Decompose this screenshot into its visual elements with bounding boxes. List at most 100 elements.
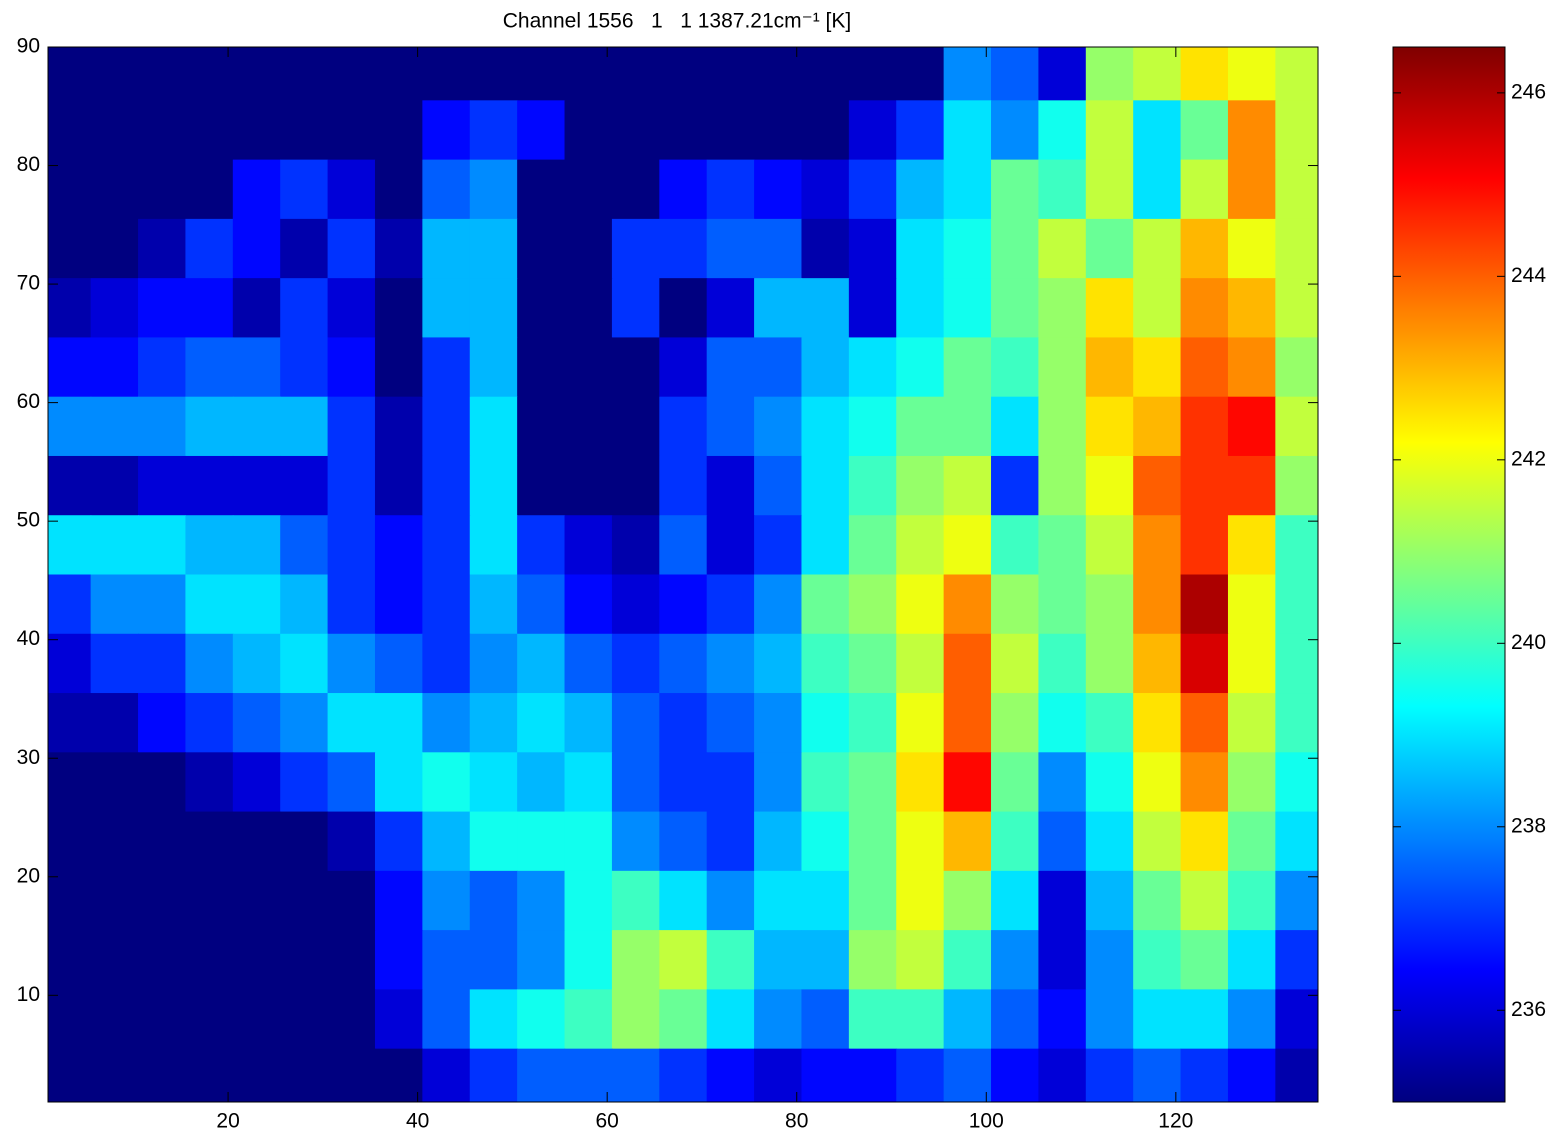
heat-cell <box>943 455 992 516</box>
heat-cell <box>564 396 613 457</box>
heat-cell <box>801 752 850 813</box>
heat-cell <box>801 100 850 161</box>
heat-cell <box>374 337 423 398</box>
heat-cell <box>1227 1048 1276 1102</box>
heat-cell <box>991 218 1040 279</box>
heat-cell <box>232 752 281 813</box>
heat-cell <box>1085 159 1134 220</box>
heat-cell <box>896 870 945 931</box>
heat-cell <box>801 47 850 101</box>
heat-cell <box>1227 515 1276 576</box>
heat-cell <box>232 633 281 694</box>
heat-cell <box>706 218 755 279</box>
heat-cell <box>1038 930 1087 990</box>
x-tick-label: 80 <box>785 1110 808 1133</box>
colorbar-tick-label: 240 <box>1511 631 1546 654</box>
heat-cell <box>896 337 945 398</box>
heat-cell <box>280 396 329 457</box>
heat-cell <box>754 159 803 220</box>
colorbar-tick-label: 238 <box>1511 814 1546 837</box>
heat-cell <box>848 1048 897 1102</box>
heat-cell <box>232 989 281 1050</box>
heat-cell <box>1227 574 1276 635</box>
y-tick-label: 20 <box>17 864 40 887</box>
heat-cell <box>90 870 139 931</box>
heat-cell <box>896 574 945 635</box>
heat-cell <box>185 989 234 1050</box>
heat-cell <box>1038 218 1087 279</box>
heat-cell <box>232 870 281 931</box>
heat-cell <box>1180 752 1229 813</box>
heat-cell <box>754 633 803 694</box>
heat-cell <box>801 455 850 516</box>
heat-cell <box>754 396 803 457</box>
heat-cell <box>706 159 755 220</box>
heat-cell <box>327 455 376 516</box>
heat-cell <box>1038 100 1087 161</box>
heat-cell <box>422 811 471 872</box>
heat-cell <box>517 47 566 101</box>
heat-cell <box>1085 278 1134 339</box>
heat-cell <box>706 515 755 576</box>
heat-cell <box>754 218 803 279</box>
heat-cell <box>754 870 803 931</box>
heat-cell <box>48 337 92 398</box>
heat-cell <box>327 159 376 220</box>
heat-cell <box>611 515 660 576</box>
heat-cell <box>517 218 566 279</box>
heat-cell <box>1085 100 1134 161</box>
heat-cell <box>185 870 234 931</box>
heat-cell <box>469 100 518 161</box>
heat-cell <box>991 47 1040 101</box>
heat-cell <box>469 752 518 813</box>
heat-cell <box>754 337 803 398</box>
heat-cell <box>659 47 708 101</box>
heat-cell <box>232 396 281 457</box>
heat-cell <box>1133 633 1182 694</box>
heat-cell <box>1038 989 1087 1050</box>
heat-cell <box>1227 278 1276 339</box>
heat-cell <box>48 47 92 101</box>
heat-cell <box>943 574 992 635</box>
heat-cell <box>138 930 187 990</box>
heat-cell <box>48 811 92 872</box>
heat-cell <box>469 455 518 516</box>
heat-cell <box>374 515 423 576</box>
heat-cell <box>1133 574 1182 635</box>
heat-cell <box>185 574 234 635</box>
heat-cell <box>1275 100 1318 161</box>
heat-cell <box>564 159 613 220</box>
heat-cell <box>611 278 660 339</box>
heat-cell <box>991 396 1040 457</box>
heat-cell <box>706 693 755 753</box>
heat-cell <box>469 159 518 220</box>
y-tick-label: 30 <box>17 746 40 769</box>
heat-cell <box>374 1048 423 1102</box>
heat-cell <box>659 396 708 457</box>
heat-cell <box>327 100 376 161</box>
heat-cell <box>1180 218 1229 279</box>
heat-cell <box>896 278 945 339</box>
heat-cell <box>611 47 660 101</box>
heat-cell <box>138 515 187 576</box>
heat-cell <box>48 159 92 220</box>
heat-cell <box>1038 278 1087 339</box>
heat-cell <box>1085 752 1134 813</box>
heat-cell <box>90 574 139 635</box>
heat-cell <box>801 989 850 1050</box>
heat-cell <box>1133 989 1182 1050</box>
heat-cell <box>896 930 945 990</box>
heat-cell <box>754 574 803 635</box>
heat-cell <box>801 159 850 220</box>
heat-cell <box>754 989 803 1050</box>
heat-cell <box>801 337 850 398</box>
heat-cell <box>1180 930 1229 990</box>
heat-cell <box>659 455 708 516</box>
heat-cell <box>611 752 660 813</box>
heat-cell <box>611 989 660 1050</box>
y-tick-label: 90 <box>17 35 40 58</box>
heat-cell <box>517 752 566 813</box>
colorbar-tick-label: 236 <box>1511 998 1546 1021</box>
heat-cell <box>1133 159 1182 220</box>
